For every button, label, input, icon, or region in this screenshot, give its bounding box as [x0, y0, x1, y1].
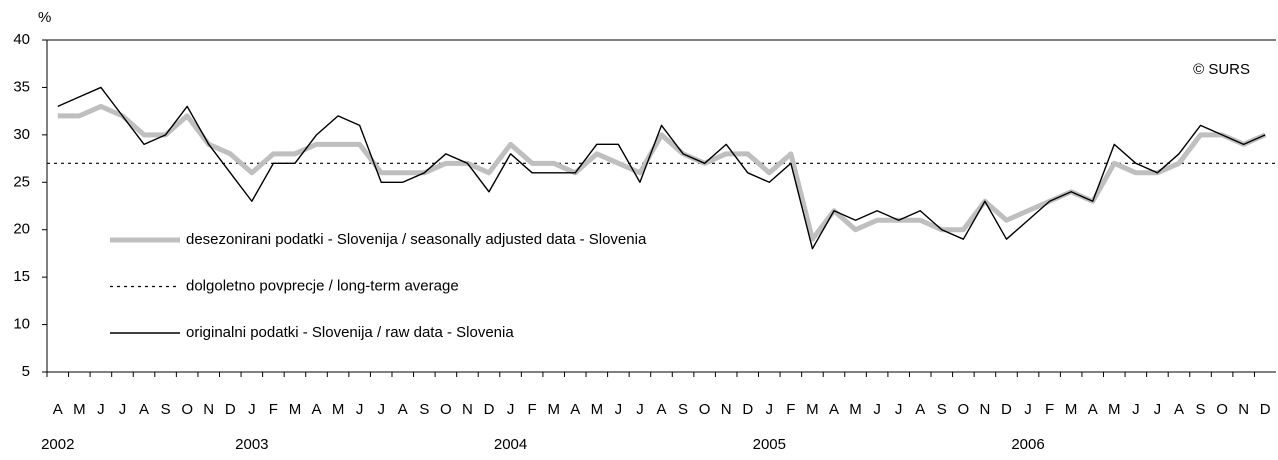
legend-label: originalni podatki - Slovenija / raw dat… — [186, 324, 514, 341]
x-tick-label: J — [356, 401, 364, 418]
x-group-label: 2006 — [1011, 436, 1044, 453]
x-tick-label: J — [766, 401, 774, 418]
x-tick-label: S — [1196, 401, 1206, 418]
series-line — [57, 86, 1266, 250]
x-tick-label: D — [1001, 401, 1012, 418]
x-tick-label: A — [915, 401, 925, 418]
x-tick-label: A — [1174, 401, 1184, 418]
x-tick-label: D — [1260, 401, 1271, 418]
y-tick-label: 40 — [13, 31, 30, 48]
y-tick-label: 30 — [13, 126, 30, 143]
x-group-label: 2003 — [235, 436, 268, 453]
x-tick-label: F — [269, 401, 278, 418]
x-tick-label: J — [377, 401, 385, 418]
x-tick-label: S — [161, 401, 171, 418]
x-tick-label: O — [1216, 401, 1228, 418]
legend-label: dolgoletno povprecje / long-term average — [186, 277, 459, 294]
x-group-label: 2005 — [753, 436, 786, 453]
x-tick-label: M — [1065, 401, 1078, 418]
x-tick-label: J — [248, 401, 256, 418]
annotation: © SURS — [1193, 61, 1250, 78]
x-tick-label: N — [1238, 401, 1249, 418]
x-tick-label: F — [528, 401, 537, 418]
x-tick-label: A — [829, 401, 839, 418]
legend-label: desezonirani podatki - Slovenija / seaso… — [186, 231, 647, 248]
x-tick-label: J — [507, 401, 515, 418]
x-tick-label: A — [656, 401, 666, 418]
x-tick-label: J — [1132, 401, 1140, 418]
x-tick-label: M — [849, 401, 862, 418]
x-tick-label: D — [225, 401, 236, 418]
x-tick-label: M — [547, 401, 560, 418]
x-tick-label: A — [139, 401, 149, 418]
x-tick-label: D — [742, 401, 753, 418]
x-tick-label: J — [615, 401, 623, 418]
x-tick-label: J — [873, 401, 881, 418]
x-tick-label: S — [419, 401, 429, 418]
y-tick-label: 35 — [13, 78, 30, 95]
x-tick-label: M — [591, 401, 604, 418]
x-tick-label: A — [398, 401, 408, 418]
x-tick-label: M — [1108, 401, 1121, 418]
x-tick-label: N — [203, 401, 214, 418]
x-tick-label: A — [1088, 401, 1098, 418]
x-tick-label: S — [678, 401, 688, 418]
x-tick-label: J — [636, 401, 644, 418]
x-tick-label: O — [440, 401, 452, 418]
x-tick-label: N — [979, 401, 990, 418]
y-tick-label: 25 — [13, 173, 30, 190]
y-tick-label: 10 — [13, 316, 30, 333]
x-tick-label: J — [1154, 401, 1162, 418]
x-tick-label: S — [937, 401, 947, 418]
x-tick-label: A — [570, 401, 580, 418]
x-tick-label: J — [895, 401, 903, 418]
x-tick-label: A — [53, 401, 63, 418]
y-axis-label: % — [38, 9, 51, 26]
x-tick-label: M — [73, 401, 86, 418]
x-tick-label: O — [181, 401, 193, 418]
x-tick-label: N — [721, 401, 732, 418]
x-tick-label: O — [958, 401, 970, 418]
y-tick-label: 5 — [22, 363, 30, 380]
x-tick-label: M — [332, 401, 345, 418]
x-tick-label: J — [1024, 401, 1032, 418]
x-tick-label: J — [119, 401, 127, 418]
x-tick-label: M — [289, 401, 302, 418]
x-tick-label: O — [699, 401, 711, 418]
x-tick-label: J — [97, 401, 105, 418]
x-group-label: 2002 — [41, 436, 74, 453]
x-tick-label: N — [462, 401, 473, 418]
x-tick-label: F — [786, 401, 795, 418]
y-tick-label: 20 — [13, 221, 30, 238]
x-group-label: 2004 — [494, 436, 527, 453]
x-tick-label: A — [312, 401, 322, 418]
x-tick-label: D — [484, 401, 495, 418]
y-tick-label: 15 — [13, 268, 30, 285]
x-tick-label: F — [1045, 401, 1054, 418]
x-tick-label: M — [806, 401, 819, 418]
